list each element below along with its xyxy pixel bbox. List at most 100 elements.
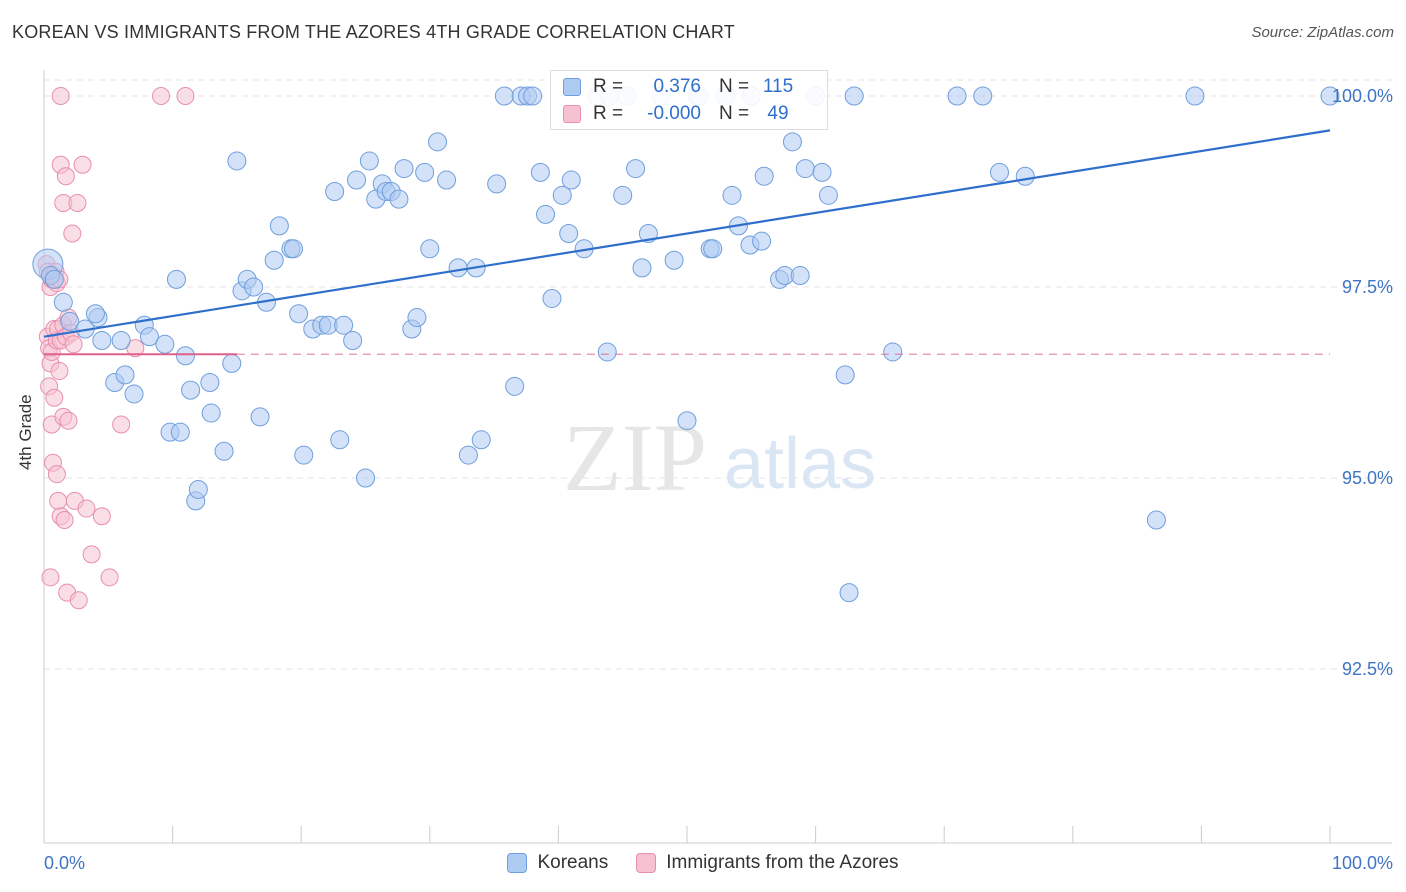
- azores-point: [68, 193, 87, 212]
- legend-row-azores: R = -0.000 N = 49: [563, 102, 801, 126]
- korean-point: [542, 288, 562, 308]
- korean-point: [214, 441, 234, 461]
- korean-point: [494, 86, 514, 106]
- azores-point: [73, 155, 92, 174]
- korean-point: [124, 384, 144, 404]
- azores-point: [47, 465, 66, 484]
- korean-point: [703, 239, 723, 259]
- y-tick-label: 97.5%: [1342, 277, 1393, 297]
- korean-point: [92, 330, 112, 350]
- legend-n-label: N =: [719, 103, 750, 124]
- korean-point: [407, 308, 427, 328]
- koreans-legend-label: Koreans: [537, 852, 609, 873]
- azores-point: [45, 388, 64, 407]
- korean-point: [487, 174, 507, 194]
- korean-point: [334, 315, 354, 335]
- y-tick-label: 92.5%: [1342, 659, 1393, 679]
- azores-point: [112, 415, 131, 434]
- watermark-atlas: atlas: [724, 424, 876, 504]
- korean-point: [597, 342, 617, 362]
- korean-point: [155, 334, 175, 354]
- y-axis-label: 4th Grade: [16, 394, 35, 470]
- azores-point: [50, 362, 69, 381]
- legend-row-koreans: R = 0.376 N = 115: [563, 75, 801, 99]
- korean-point: [626, 159, 646, 179]
- axes: [43, 70, 1392, 844]
- azores-point: [69, 591, 88, 610]
- korean-point: [294, 445, 314, 465]
- x-tick-label: 0.0%: [44, 853, 85, 873]
- korean-point: [44, 269, 64, 289]
- korean-point: [722, 185, 742, 205]
- korean-point: [947, 86, 967, 106]
- tick-labels: 100.0% 97.5% 95.0% 92.5% 0.0% 100.0%: [44, 86, 1393, 873]
- legend-r-label: R =: [593, 76, 624, 97]
- legend-r-label: R =: [593, 103, 624, 124]
- korean-point: [325, 182, 345, 201]
- korean-point: [471, 430, 491, 450]
- legend-item-koreans[interactable]: Koreans: [507, 852, 608, 874]
- korean-point: [222, 353, 242, 373]
- korean-point: [415, 162, 435, 182]
- stats-legend: R = 0.376 N = 115 R = -0.000 N = 49: [550, 70, 828, 130]
- azores-point: [56, 167, 75, 186]
- azores-point: [59, 411, 78, 430]
- korean-point: [201, 403, 221, 423]
- azores-point: [41, 568, 60, 587]
- legend-n-label: N =: [719, 76, 750, 97]
- azores-point: [51, 87, 70, 105]
- y-tick-label: 100.0%: [1332, 86, 1393, 106]
- azores-point: [82, 545, 101, 564]
- korean-point: [458, 445, 478, 465]
- korean-point: [60, 311, 80, 331]
- korean-point: [200, 373, 220, 392]
- korean-point: [139, 327, 159, 347]
- korean-point: [754, 166, 774, 186]
- korean-point: [111, 330, 131, 350]
- korean-point: [973, 86, 993, 106]
- korean-point: [166, 269, 186, 289]
- korean-point: [632, 258, 652, 278]
- korean-point: [420, 239, 440, 259]
- azores-point: [55, 511, 74, 530]
- korean-point: [115, 365, 135, 385]
- korean-point: [552, 185, 572, 205]
- korean-point: [505, 376, 525, 396]
- korean-point: [85, 304, 105, 324]
- koreans-trend-line: [43, 129, 1331, 338]
- korean-point: [835, 365, 855, 385]
- korean-point: [530, 162, 550, 182]
- series-legend: Koreans Immigrants from the Azores: [0, 852, 1406, 874]
- trend-lines: [43, 129, 1331, 356]
- korean-point: [839, 583, 859, 603]
- korean-point: [523, 86, 543, 106]
- korean-point: [170, 422, 190, 442]
- koreans-r-value: 0.376: [653, 76, 701, 97]
- korean-point: [181, 380, 201, 400]
- korean-point: [1185, 86, 1205, 106]
- korean-point: [1146, 510, 1166, 530]
- korean-point: [536, 204, 556, 224]
- azores-point: [49, 491, 68, 510]
- korean-point: [227, 151, 247, 171]
- y-tick-label: 95.0%: [1342, 468, 1393, 488]
- azores-swatch: [563, 105, 581, 123]
- x-tick-label: 100.0%: [1332, 853, 1393, 873]
- azores-point: [92, 507, 111, 526]
- series-koreans-points: [32, 86, 1340, 603]
- legend-item-azores[interactable]: Immigrants from the Azores: [636, 852, 899, 874]
- korean-point: [244, 277, 264, 297]
- korean-point: [613, 185, 633, 205]
- korean-point: [812, 162, 832, 182]
- azores-point: [152, 87, 171, 105]
- korean-point: [790, 266, 810, 286]
- korean-point: [330, 430, 350, 450]
- korean-point: [289, 304, 309, 324]
- korean-point: [818, 185, 838, 205]
- korean-point: [283, 239, 303, 259]
- korean-point: [752, 231, 772, 251]
- azores-point: [63, 224, 82, 243]
- azores-point: [77, 499, 96, 518]
- korean-point: [677, 411, 697, 431]
- korean-point: [175, 346, 195, 366]
